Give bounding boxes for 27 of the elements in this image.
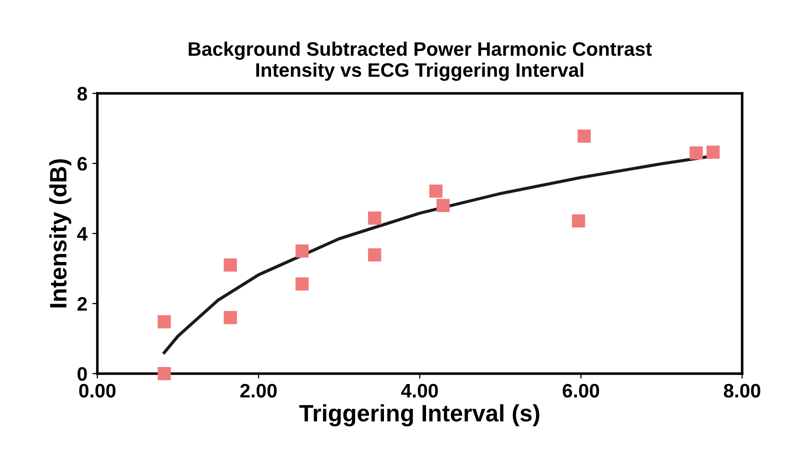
y-tick-label: 4 (77, 227, 88, 241)
y-axis-title: Intensity (dB) (49, 159, 72, 308)
point (295, 244, 309, 258)
point (224, 310, 237, 324)
x-tick-label: 0.00 (79, 384, 116, 398)
point (158, 367, 171, 380)
point (368, 248, 382, 262)
x-tick-label: 4.00 (401, 384, 438, 398)
x-tick-label: 8.00 (724, 384, 760, 398)
point (706, 146, 720, 159)
y-tick-label: 0 (78, 367, 87, 381)
x-axis-title: Triggering Interval (s) (299, 404, 540, 426)
point (578, 130, 591, 143)
point (295, 277, 309, 291)
chart-title: Background Subtracted Power Harmonic Contrast Intensity vs ECG Triggering Interval (188, 42, 652, 81)
point (224, 258, 237, 272)
x-tick-label: 6.00 (562, 384, 600, 398)
point (368, 212, 382, 225)
y-tick-label: 6 (78, 156, 87, 171)
y-tick-label: 8 (77, 86, 88, 101)
point (436, 198, 450, 212)
point (690, 146, 703, 160)
y-tick-label: 2 (77, 297, 87, 311)
point (572, 214, 586, 228)
point (429, 184, 442, 198)
point (158, 315, 171, 328)
x-tick-label: 2.00 (240, 384, 277, 398)
